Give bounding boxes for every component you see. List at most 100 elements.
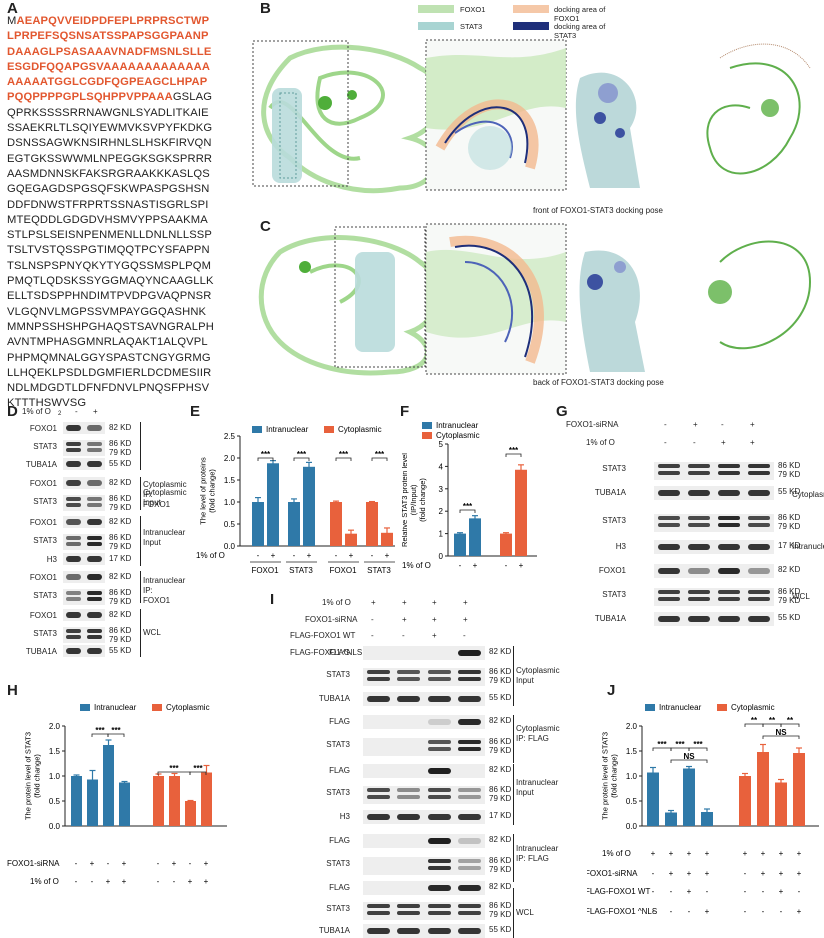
sign: +	[402, 598, 407, 607]
x-sign: -	[670, 887, 673, 896]
panel-label-h: H	[7, 682, 18, 699]
legend-swatch	[80, 704, 90, 711]
overview-structure-front	[252, 40, 445, 194]
kd-label: 86 KD	[109, 494, 132, 503]
panel-label-a: A	[7, 0, 18, 17]
kd-label: 55 KD	[778, 613, 801, 622]
blot-band	[65, 596, 82, 601]
sequence-highlight-line: AAAAATGGLCGDFQGPEAGCLHPAP	[7, 76, 208, 89]
x-row-label: FLAG-FOXO1 ^NLS	[587, 907, 657, 916]
legend-label: Cytoplasmic	[731, 703, 775, 712]
blot-strip	[654, 514, 774, 532]
group-label: Intranuclear	[143, 576, 186, 585]
blot-band	[717, 568, 741, 574]
blot-band	[366, 928, 390, 934]
sign: +	[463, 598, 468, 607]
x-sign: -	[257, 551, 260, 560]
docking-structures-back	[258, 223, 812, 376]
kd-label: 55 KD	[778, 487, 801, 496]
blot-band	[427, 859, 451, 863]
bar	[330, 502, 342, 546]
group-label: Cytoplasmic	[516, 724, 560, 733]
x-sign: +	[779, 887, 784, 896]
y-axis-label: (fold change)	[208, 469, 217, 513]
row-label: 1% of O	[322, 598, 351, 607]
blot-band	[717, 597, 741, 602]
legend-swatch	[152, 704, 162, 711]
x-sign: +	[122, 877, 127, 886]
kd-label: 86 KD	[489, 737, 512, 746]
significance-bracket	[371, 457, 388, 461]
blot-row-label: TUBA1A	[318, 926, 350, 935]
row-label: FOXO1-siRNA	[305, 615, 358, 624]
sequence-line: MMNPSSHSHPGHAQSTSAVNGRALPH	[7, 320, 214, 333]
sign-plus: +	[93, 407, 98, 416]
significance-bracket	[189, 771, 207, 775]
blot-band	[458, 814, 482, 820]
x-sign: +	[743, 849, 748, 858]
blot-band	[747, 490, 771, 496]
blot-band	[687, 590, 711, 594]
blot-band	[427, 670, 451, 674]
sequence-line: MTEQDDLGDGDVHSMVYPPSAAKMA	[7, 213, 208, 226]
significance-bracket	[459, 509, 476, 513]
significance-label: ***	[463, 502, 473, 511]
kd-label: 86 KD	[109, 626, 132, 635]
sign: +	[402, 615, 407, 624]
blot-band	[427, 788, 451, 792]
group-label: Intranuclear	[516, 778, 559, 787]
y-tick-label: 2	[439, 507, 444, 516]
y-axis-label: The level of proteins	[199, 457, 208, 525]
kd-label: 17 KD	[109, 554, 132, 563]
group-bracket	[140, 609, 141, 657]
kd-label: 86 KD	[489, 856, 512, 865]
bar	[288, 502, 300, 546]
bar	[103, 745, 114, 826]
bar	[515, 469, 527, 556]
blot-band	[86, 461, 103, 467]
legend-stat3: STAT3	[460, 22, 483, 31]
blot-band	[86, 519, 103, 525]
sign: -	[664, 420, 667, 429]
legend-label: Cytoplasmic	[436, 431, 480, 440]
blot-band	[657, 464, 681, 468]
blot-band	[86, 536, 103, 540]
condition-subscript: 2	[58, 411, 62, 417]
blot-band	[657, 490, 681, 496]
blot-band	[458, 885, 482, 891]
group-bracket	[513, 888, 514, 938]
kd-label: 79 KD	[109, 635, 132, 644]
x-sign: -	[189, 859, 192, 868]
y-tick-label: 2.0	[626, 722, 638, 731]
group-label: Cytoplasmic	[792, 490, 824, 499]
blot-row-label: FOXO1	[29, 518, 57, 527]
x-sign: -	[91, 877, 94, 886]
bar	[683, 768, 695, 826]
blot-band	[65, 497, 82, 501]
panel-label-i: I	[270, 591, 275, 608]
blot-band	[687, 471, 711, 476]
zoom-structure-front	[425, 39, 567, 191]
kd-label: 86 KD	[109, 533, 132, 542]
x-category-label: STAT3	[367, 566, 391, 575]
blot-row-label: STAT3	[326, 670, 350, 679]
blot-band	[427, 911, 451, 916]
blot-band	[687, 616, 711, 622]
significance-label: ***	[111, 726, 121, 735]
blot-band	[427, 768, 451, 774]
group-label: Intranuclear	[792, 542, 824, 551]
blot-band	[366, 696, 390, 702]
legend-swatch	[645, 704, 655, 711]
y-tick-label: 0.5	[626, 797, 638, 806]
bar	[757, 752, 769, 826]
legend-swatch	[422, 432, 432, 439]
legend-label: Intranuclear	[94, 703, 137, 712]
legend-label: Intranuclear	[436, 421, 479, 430]
kd-label: 17 KD	[778, 541, 801, 550]
blot-row-label: STAT3	[326, 740, 350, 749]
blot-band	[458, 696, 482, 702]
kd-label: 79 KD	[778, 522, 801, 531]
blot-band	[65, 634, 82, 639]
y-axis-label: (fold change)	[33, 754, 42, 798]
blot-band	[86, 502, 103, 507]
